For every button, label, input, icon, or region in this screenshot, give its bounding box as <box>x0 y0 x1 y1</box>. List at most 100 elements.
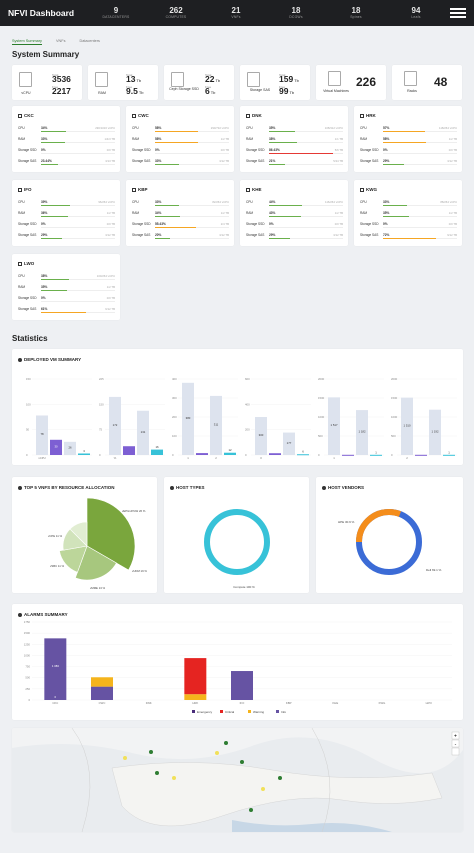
metric-bar-track <box>269 152 343 154</box>
bar[interactable] <box>401 397 413 455</box>
y-tick-label: 200 <box>245 428 250 432</box>
metric-percent: 0% <box>383 222 388 226</box>
map-marker[interactable] <box>123 756 127 760</box>
bar[interactable] <box>78 453 90 455</box>
metric-bar-track <box>41 237 115 239</box>
bar[interactable] <box>196 453 208 455</box>
stat-computes[interactable]: 262 COMPUTES <box>146 6 206 19</box>
bar[interactable] <box>210 395 222 455</box>
vcpu-free: 2217 <box>52 86 71 96</box>
bar-warning[interactable] <box>184 694 207 700</box>
stat-vnfs[interactable]: 21 VNFs <box>206 6 266 19</box>
bar[interactable] <box>224 452 236 455</box>
bar-info[interactable] <box>91 686 113 700</box>
bar-value-label: 1 383 <box>52 664 59 668</box>
bar[interactable] <box>137 410 149 455</box>
datacenter-card-dnk[interactable]: DNK CPU 35% 108/312 vCPU RAM 38% 1/1 TB … <box>240 106 348 172</box>
datacenter-card-kbp[interactable]: KBP CPU 33% 82/264 vCPU RAM 34% 1/2 TB S… <box>126 180 234 246</box>
metric-bar-track <box>41 311 115 313</box>
bar[interactable] <box>370 454 382 456</box>
metric-row: Storage SSD 86.43% 5/6 TB <box>246 148 343 156</box>
bar[interactable] <box>283 432 295 455</box>
metric-label: RAM <box>132 211 140 215</box>
stat-value: 9 <box>113 5 119 15</box>
bar[interactable] <box>255 417 267 455</box>
stat-datacenters[interactable]: 9 DATACENTERS <box>86 5 146 19</box>
stat-spines[interactable]: 18 Spines <box>326 6 386 19</box>
map-marker[interactable] <box>240 760 244 764</box>
metric-label: Storage SSD <box>246 148 265 152</box>
bar-value-label: 131 <box>141 430 146 434</box>
bar[interactable] <box>429 409 441 455</box>
bar[interactable] <box>269 453 281 455</box>
pie-slice[interactable] <box>59 545 88 573</box>
bar-info[interactable] <box>44 638 67 700</box>
bar-value-label: 172 <box>113 423 118 427</box>
metric-label: CPU <box>132 200 139 204</box>
bar[interactable] <box>443 454 455 456</box>
bar[interactable] <box>64 441 76 455</box>
datacenter-card-kwg[interactable]: KWG CPU 33% 88/264 vCPU RAM 35% 1/2 TB S… <box>354 180 462 246</box>
pie-slice[interactable] <box>74 545 117 581</box>
bar[interactable] <box>151 449 163 455</box>
datacenter-card-hrk[interactable]: HRK CPU 57% 118/264 vCPU RAM 58% 1/2 TB … <box>354 106 462 172</box>
y-tick-label: 500 <box>25 676 30 680</box>
bar-info[interactable] <box>231 671 253 700</box>
datacenter-card-ckc[interactable]: CKC CPU 34% 290/1016 vCPU RAM 33% 1/4/3 … <box>12 106 120 172</box>
bar-value-label: 78 <box>40 432 44 436</box>
bar-critical[interactable] <box>184 658 207 695</box>
metric-row: CPU 39% 96/264 vCPU <box>18 200 115 208</box>
map[interactable]: + - <box>12 728 463 832</box>
map-marker[interactable] <box>155 771 159 775</box>
metric-row: Storage SAS 29% 3/12 TB <box>18 233 115 241</box>
datacenter-card-lwo[interactable]: LWO CPU 38% 100/264 vCPU RAM 35% 1/2 TB … <box>12 254 120 320</box>
donut-label: HPE 30.9 % <box>338 520 355 524</box>
sas-storage-card: Storage SAS Total 159Tb Free 99Tb <box>240 65 310 100</box>
datacenter-card-khe[interactable]: KHE CPU 44% 116/264 vCPU RAM 43% 1/2 TB … <box>240 180 348 246</box>
bar[interactable] <box>297 454 309 456</box>
map-marker[interactable] <box>149 750 153 754</box>
map-marker[interactable] <box>278 776 282 780</box>
tab-system-summary[interactable]: System Summary <box>12 39 42 45</box>
bar[interactable] <box>415 454 427 456</box>
bar[interactable] <box>182 382 194 455</box>
map-reset-button[interactable] <box>451 747 460 756</box>
hamburger-menu-icon[interactable] <box>450 8 466 18</box>
bar[interactable] <box>123 446 135 455</box>
metric-row: CPU 57% 118/264 vCPU <box>360 126 457 134</box>
metric-row: Storage SSD 0% 0/0 TB <box>18 148 115 156</box>
bar-warning[interactable] <box>91 677 113 687</box>
metric-bar-fill <box>41 215 68 217</box>
metric-bar-track <box>269 141 343 143</box>
metric-bar-fill <box>269 237 291 239</box>
map-marker[interactable] <box>215 751 219 755</box>
bar[interactable] <box>328 397 340 455</box>
zoom-in-button[interactable] <box>451 731 460 740</box>
bar[interactable] <box>342 454 354 456</box>
map-marker[interactable] <box>172 776 176 780</box>
map-marker[interactable] <box>224 741 228 745</box>
metric-bar-track <box>155 204 229 206</box>
pie-slice[interactable] <box>69 521 88 547</box>
map-marker[interactable] <box>261 787 265 791</box>
bar[interactable] <box>109 396 121 455</box>
donut-segment-hpe[interactable] <box>356 509 422 575</box>
y-tick-label: 750 <box>25 665 30 669</box>
stat-dcgws[interactable]: 18 DCGWs <box>266 6 326 19</box>
bar[interactable] <box>50 439 62 455</box>
zoom-out-button[interactable] <box>451 739 460 748</box>
map-panel[interactable]: + - <box>12 728 463 832</box>
metric-percent: 34% <box>155 211 162 215</box>
datacenter-card-ifo[interactable]: IFO CPU 39% 96/264 vCPU RAM 36% 1/2 TB S… <box>12 180 120 246</box>
bar[interactable] <box>36 415 48 455</box>
pie-slice[interactable] <box>86 497 136 571</box>
donut-ring[interactable] <box>204 509 270 575</box>
metric-label: Storage SAS <box>360 159 379 163</box>
tab-vnfs[interactable]: VNFs <box>55 39 66 43</box>
bar[interactable] <box>356 410 368 455</box>
metric-usage: 3/12 TB <box>105 233 115 237</box>
tab-datacenters[interactable]: Datacenters <box>79 39 100 43</box>
stat-leafs[interactable]: 94 Leafs <box>386 6 446 19</box>
map-marker[interactable] <box>249 808 253 812</box>
datacenter-card-cwc[interactable]: CWC CPU 58% 290/732 vCPU RAM 58% 1/2 TB … <box>126 106 234 172</box>
